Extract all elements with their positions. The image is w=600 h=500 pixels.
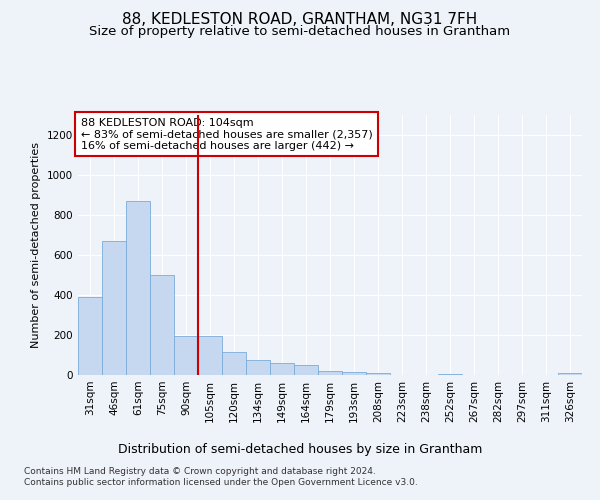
Text: 88, KEDLESTON ROAD, GRANTHAM, NG31 7FH: 88, KEDLESTON ROAD, GRANTHAM, NG31 7FH [122,12,478,28]
Y-axis label: Number of semi-detached properties: Number of semi-detached properties [31,142,41,348]
Bar [150,275,174,375]
Bar [78,297,102,375]
Bar [198,336,222,375]
Bar [438,374,462,375]
Text: Size of property relative to semi-detached houses in Grantham: Size of property relative to semi-detach… [89,25,511,38]
Bar [342,372,366,375]
Bar [174,336,198,375]
Text: Distribution of semi-detached houses by size in Grantham: Distribution of semi-detached houses by … [118,442,482,456]
Bar [270,363,294,375]
Bar [318,371,342,375]
Bar [558,374,582,375]
Text: 88 KEDLESTON ROAD: 104sqm
← 83% of semi-detached houses are smaller (2,357)
16% : 88 KEDLESTON ROAD: 104sqm ← 83% of semi-… [80,118,372,151]
Bar [126,201,150,375]
Bar [294,365,318,375]
Bar [222,352,246,375]
Bar [102,241,126,375]
Bar [246,360,270,375]
Bar [366,373,390,375]
Text: Contains HM Land Registry data © Crown copyright and database right 2024.
Contai: Contains HM Land Registry data © Crown c… [24,468,418,487]
